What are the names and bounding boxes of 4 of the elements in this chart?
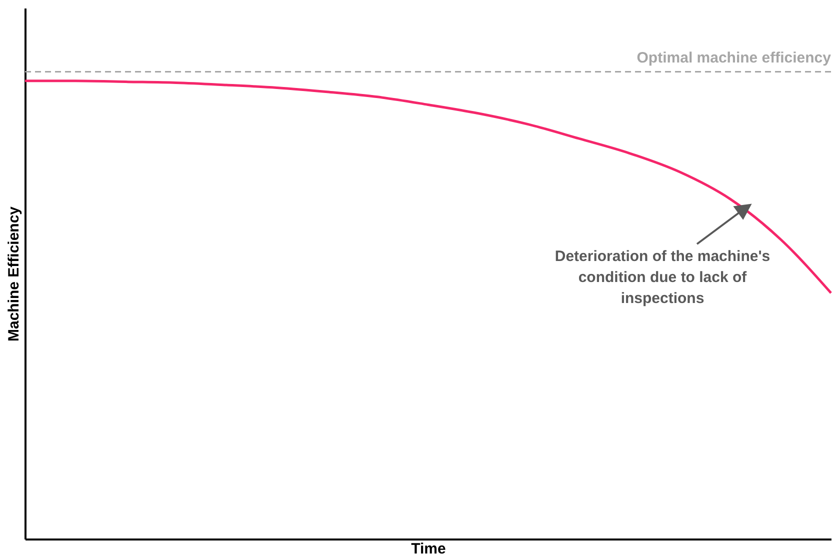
y-axis-title: Machine Efficiency	[6, 206, 22, 342]
annotation: Deterioration of the machine's condition due to lack of inspections	[554, 247, 772, 309]
ref-line-label: Optimal machine efficiency	[636, 50, 832, 67]
x-axis-title: Time	[411, 540, 446, 558]
